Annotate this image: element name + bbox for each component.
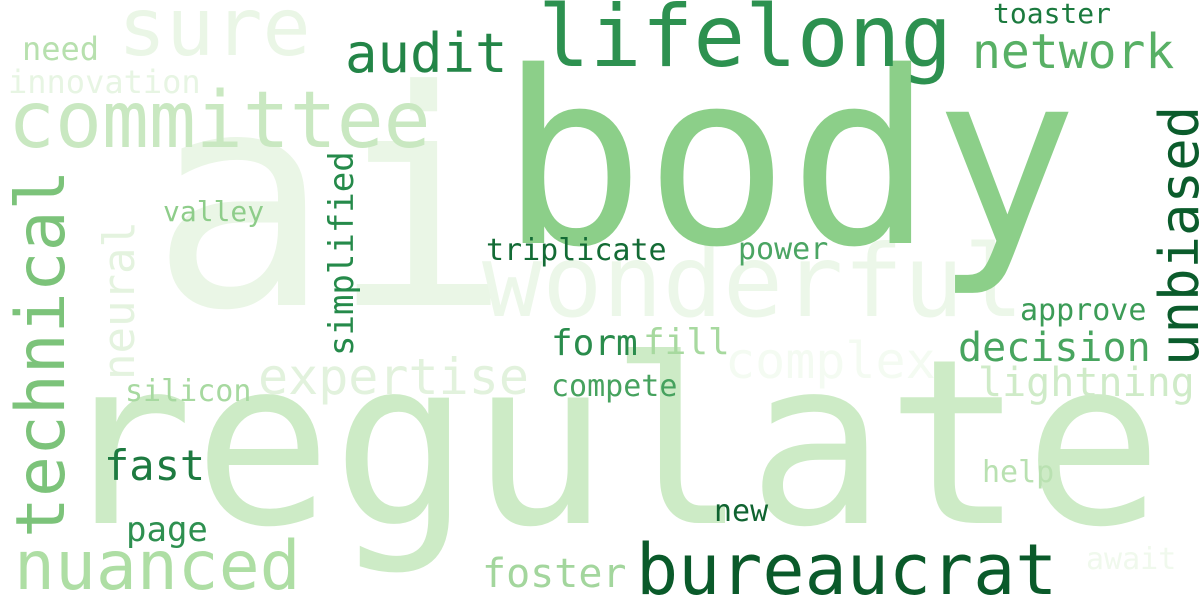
word-new: new — [714, 494, 769, 529]
word-await: await — [1086, 542, 1177, 577]
word-audit: audit — [345, 22, 508, 85]
word-decision: decision — [958, 325, 1151, 371]
word-need: need — [22, 30, 100, 68]
word-regulate: regulate — [55, 311, 1163, 578]
word-lifelong: lifelong — [538, 0, 953, 87]
word-compete: compete — [551, 369, 678, 404]
word-help: help — [982, 455, 1055, 490]
word-valley: valley — [163, 195, 265, 228]
word-form: form — [551, 323, 638, 364]
word-lightning: lightning — [978, 360, 1195, 406]
word-page: page — [126, 510, 208, 550]
word-body: body — [500, 20, 1078, 300]
word-fill: fill — [643, 322, 730, 363]
word-power: power — [738, 232, 829, 267]
word-bureaucrat: bureaucrat — [636, 529, 1058, 600]
word-approve: approve — [1020, 293, 1147, 328]
word-toaster: toaster — [993, 0, 1112, 30]
word-wonderful: wonderful — [482, 223, 1024, 340]
word-unbiased: unbiased — [1148, 105, 1200, 366]
word-nuanced: nuanced — [14, 527, 301, 600]
word-expertise: expertise — [258, 348, 529, 406]
word-sure: sure — [118, 0, 311, 74]
word-complex: complex — [725, 332, 936, 390]
word-fast: fast — [104, 441, 206, 490]
word-committee: committee — [8, 76, 431, 166]
word-technical: technical — [2, 169, 81, 538]
word-silicon: silicon — [125, 374, 252, 409]
word-foster: foster — [482, 551, 627, 597]
word-network: network — [972, 24, 1175, 80]
word-simplified: simplified — [322, 151, 362, 356]
word-ai: ai — [150, 27, 512, 376]
word-innovation: innovation — [8, 63, 201, 101]
word-triplicate: triplicate — [486, 233, 667, 268]
